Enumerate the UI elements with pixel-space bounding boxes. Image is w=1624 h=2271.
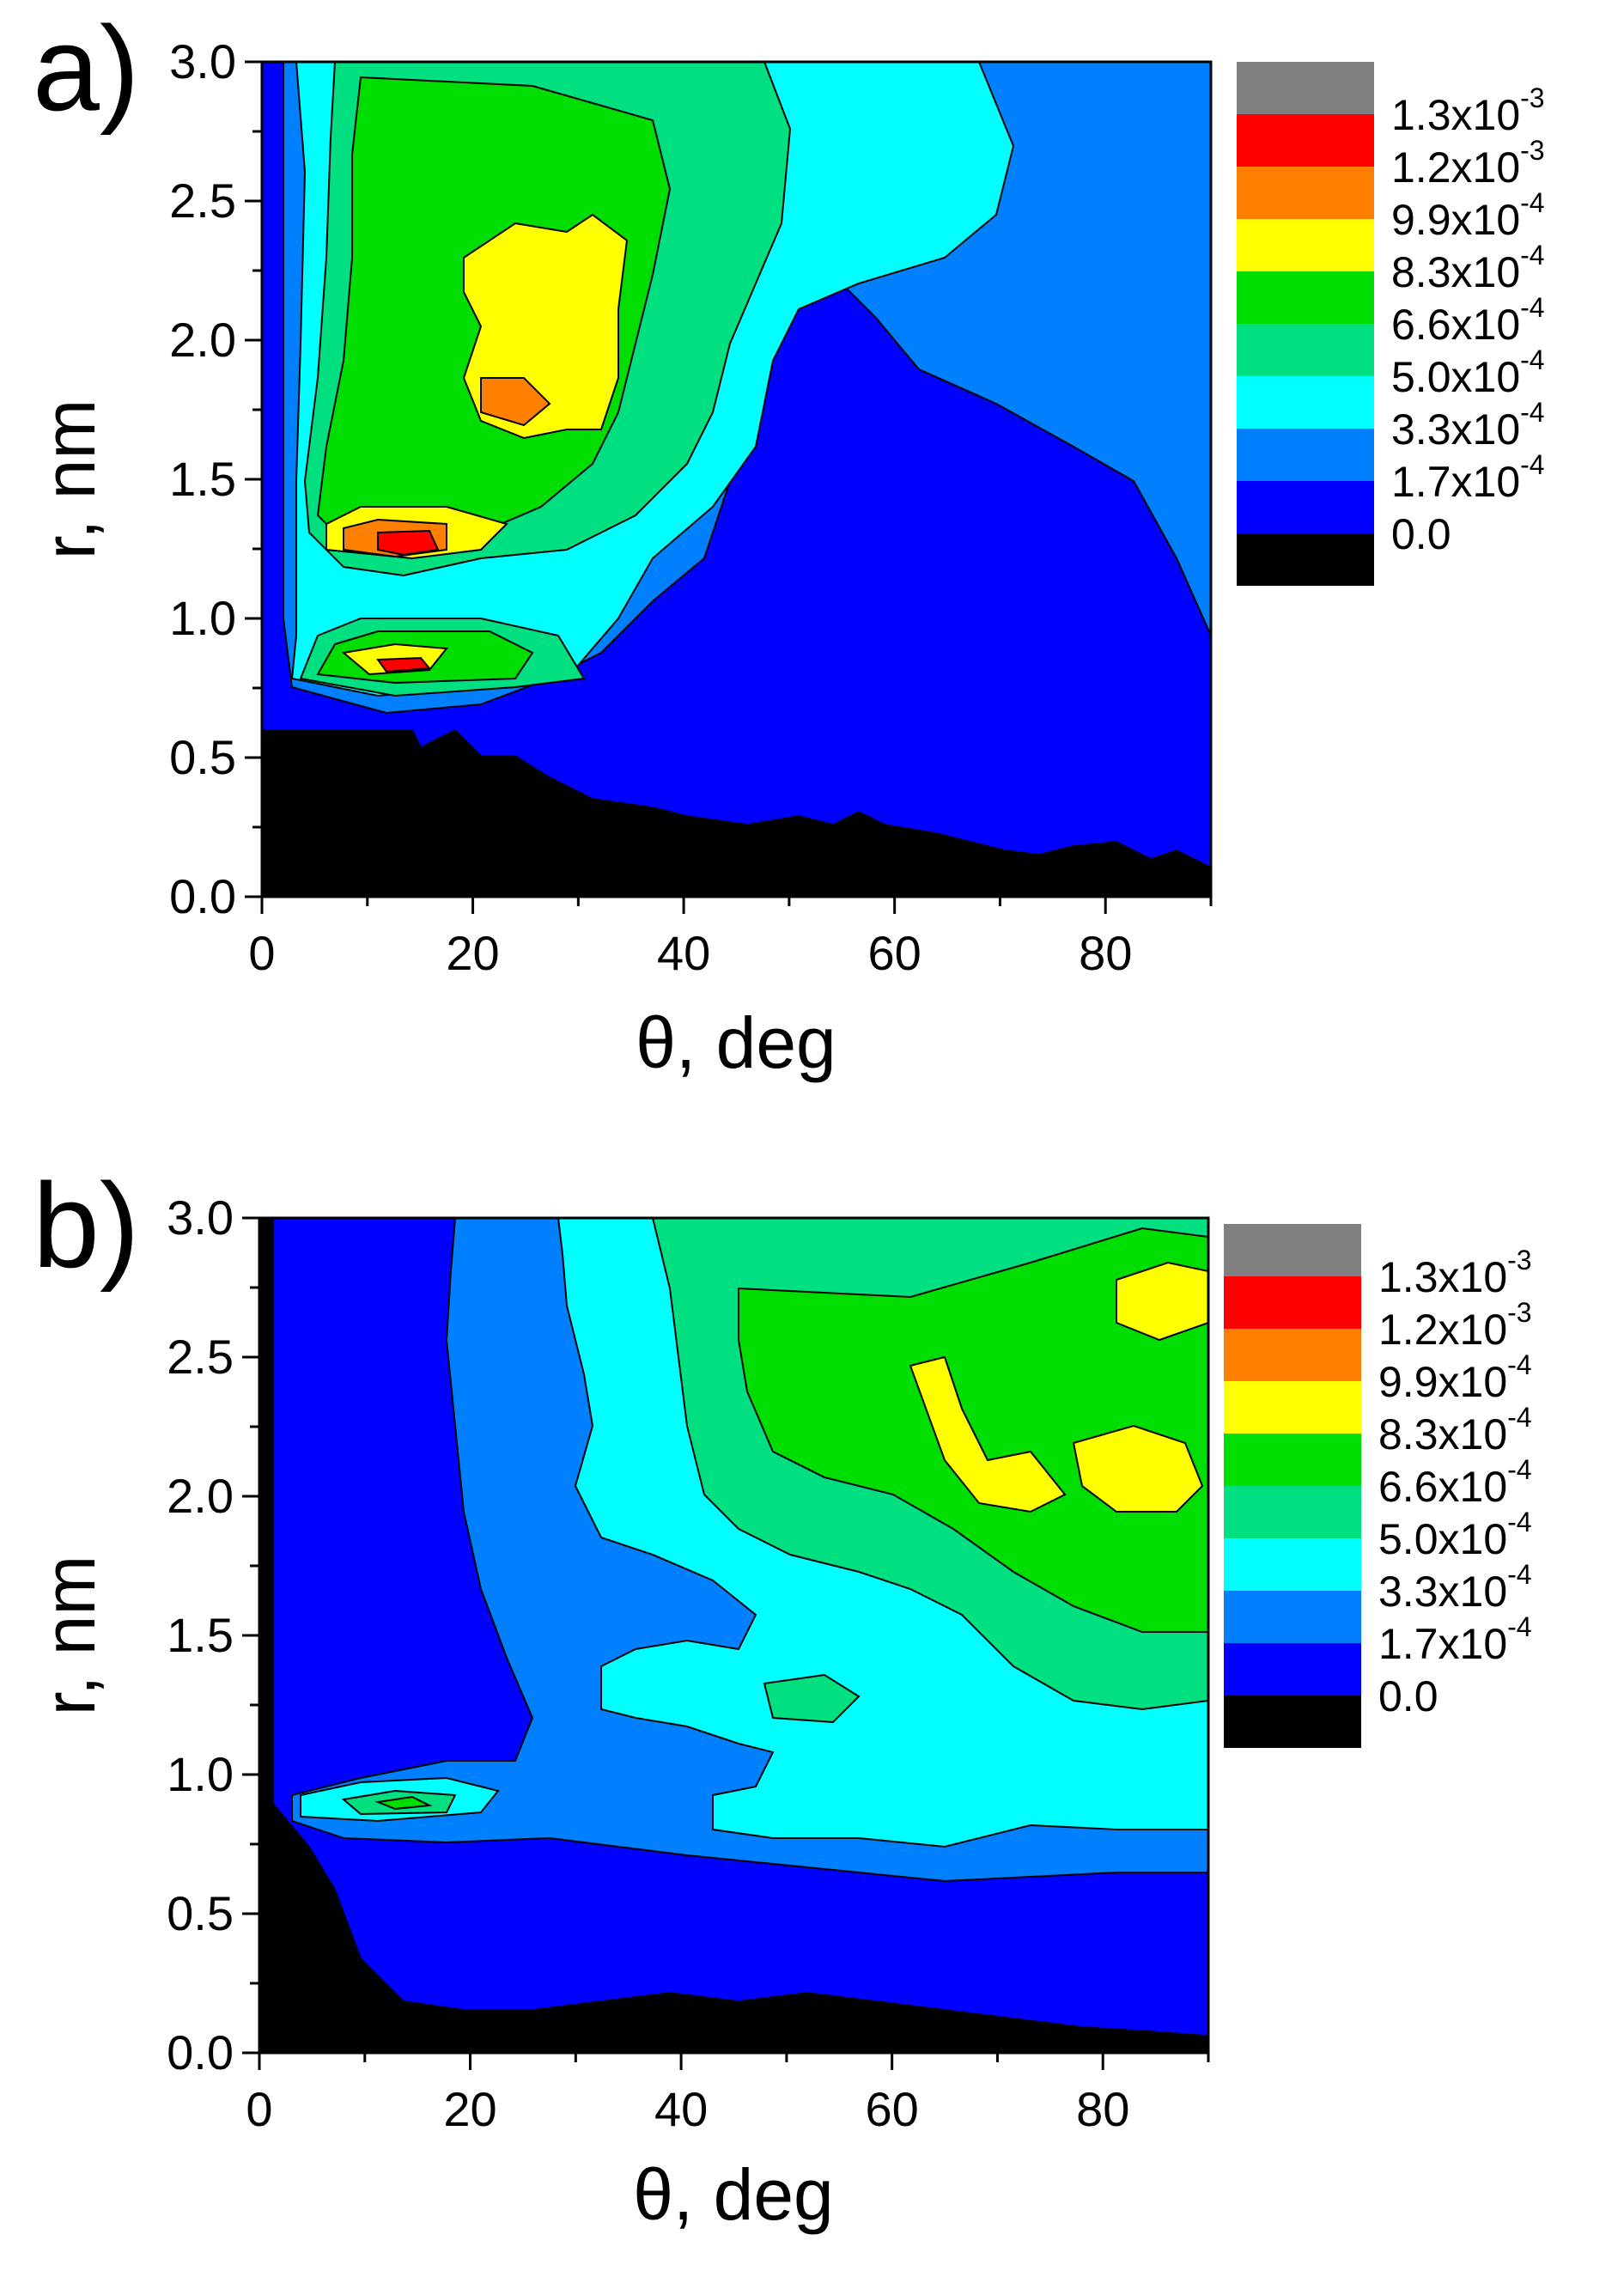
legend-swatch [1224, 1381, 1361, 1434]
heatmap-a-level-0 [262, 729, 1211, 897]
legend-label: 1.2x10-3 [1391, 135, 1545, 192]
y-tick-label: 1.0 [167, 1747, 234, 1801]
legend-label: 3.3x10-4 [1378, 1559, 1532, 1616]
legend-label: 1.2x10-3 [1378, 1297, 1532, 1354]
y-tick-label: 0.0 [167, 2025, 234, 2079]
legend-b: 1.3x10-31.2x10-39.9x10-48.3x10-46.6x10-4… [1224, 1224, 1532, 1748]
legend-swatch [1224, 1538, 1361, 1591]
legend-swatch [1224, 1486, 1361, 1538]
x-tick-label: 80 [1076, 2082, 1129, 2136]
panel-label-a: a) [33, 1, 139, 136]
panel-a: a) 0 20 40 60 80 0.0 0.5 1.0 1.5 2.0 2.5 3.0 θ, deg… [29, 1, 1545, 1083]
legend-swatch [1237, 376, 1374, 429]
legend-label: 1.3x10-3 [1378, 1245, 1532, 1301]
legend-swatch [1237, 324, 1374, 376]
legend-swatch [1237, 271, 1374, 324]
x-tick-label: 20 [443, 2082, 496, 2136]
y-axis-title-b: r, nm [29, 1556, 110, 1716]
heatmap-a-level-6 [325, 213, 629, 676]
axes-b: 0 20 40 60 80 0.0 0.5 1.0 1.5 2.0 2.5 3.0 [167, 1190, 1210, 2136]
legend-label: 1.7x10-4 [1378, 1611, 1532, 1668]
y-tick-label: 0.5 [169, 730, 236, 784]
y-tick-label: 3.0 [167, 1190, 234, 1245]
y-tick-label: 2.0 [169, 313, 236, 367]
legend-label: 8.3x10-4 [1378, 1402, 1532, 1458]
x-tick-label: 20 [446, 926, 499, 980]
y-tick-label: 2.5 [169, 174, 236, 228]
y-tick-label: 1.5 [167, 1608, 234, 1662]
legend-label: 9.9x10-4 [1391, 187, 1545, 244]
panel-b: b) 0 20 40 60 80 0.0 0.5 1.0 1.5 2.0 2.5 3.0 θ, deg… [29, 1158, 1532, 2235]
legend-label: 5.0x10-4 [1378, 1507, 1532, 1563]
y-tick-label: 1.5 [169, 452, 236, 506]
legend-a: 1.3x10-31.2x10-39.9x10-48.3x10-46.6x10-4… [1237, 62, 1545, 586]
legend-swatch [1237, 429, 1374, 481]
legend-swatch [1224, 1329, 1361, 1381]
heatmap-b-level-0 [259, 1219, 1208, 2053]
y-tick-label: 0.0 [169, 869, 236, 923]
y-tick-label: 3.0 [169, 34, 236, 88]
x-tick-label: 80 [1079, 926, 1132, 980]
legend-swatch [1224, 1276, 1361, 1329]
y-tick-label: 0.5 [167, 1886, 234, 1940]
x-tick-label: 0 [246, 2082, 272, 2136]
legend-label: 6.6x10-4 [1391, 292, 1545, 349]
legend-label: 1.7x10-4 [1391, 449, 1545, 506]
legend-label: 5.0x10-4 [1391, 344, 1545, 401]
legend-label: 3.3x10-4 [1391, 397, 1545, 454]
legend-label: 6.6x10-4 [1378, 1454, 1532, 1511]
y-tick-label: 1.0 [169, 591, 236, 645]
legend-label: 8.3x10-4 [1391, 240, 1545, 296]
x-tick-label: 40 [654, 2082, 708, 2136]
legend-swatch [1237, 62, 1374, 114]
x-axis-title-a: θ, deg [636, 1002, 836, 1083]
legend-swatch [1237, 481, 1374, 533]
panel-label-b: b) [33, 1158, 139, 1293]
x-tick-label: 60 [868, 926, 921, 980]
heatmap-a-level-8 [376, 529, 440, 673]
x-tick-label: 60 [866, 2082, 919, 2136]
x-axis-title-b: θ, deg [633, 2154, 834, 2235]
legend-swatch [1224, 1591, 1361, 1643]
y-tick-label: 2.0 [167, 1469, 234, 1523]
legend-swatch [1237, 533, 1374, 586]
legend-swatch [1224, 1224, 1361, 1276]
heatmap-b-level-6 [909, 1261, 1208, 1513]
heatmap-a-level-7 [343, 377, 551, 558]
legend-label: 9.9x10-4 [1378, 1349, 1532, 1406]
legend-label: 0.0 [1378, 1672, 1438, 1720]
legend-swatch [1224, 1696, 1361, 1748]
legend-swatch [1224, 1434, 1361, 1486]
heatmap-b [259, 1218, 1208, 2053]
y-axis-title-a: r, nm [29, 399, 110, 560]
x-tick-label: 40 [657, 926, 710, 980]
x-tick-label: 0 [248, 926, 275, 980]
legend-swatch [1237, 167, 1374, 219]
legend-swatch [1237, 114, 1374, 167]
axes-a: 0 20 40 60 80 0.0 0.5 1.0 1.5 2.0 2.5 3.0 [169, 34, 1213, 980]
legend-label: 0.0 [1391, 510, 1451, 558]
legend-swatch [1237, 219, 1374, 271]
y-tick-label: 2.5 [167, 1330, 234, 1384]
heatmap-a [262, 62, 1211, 897]
heatmap-b-level-5 [374, 1227, 1208, 1811]
legend-swatch [1224, 1643, 1361, 1696]
legend-label: 1.3x10-3 [1391, 82, 1545, 139]
